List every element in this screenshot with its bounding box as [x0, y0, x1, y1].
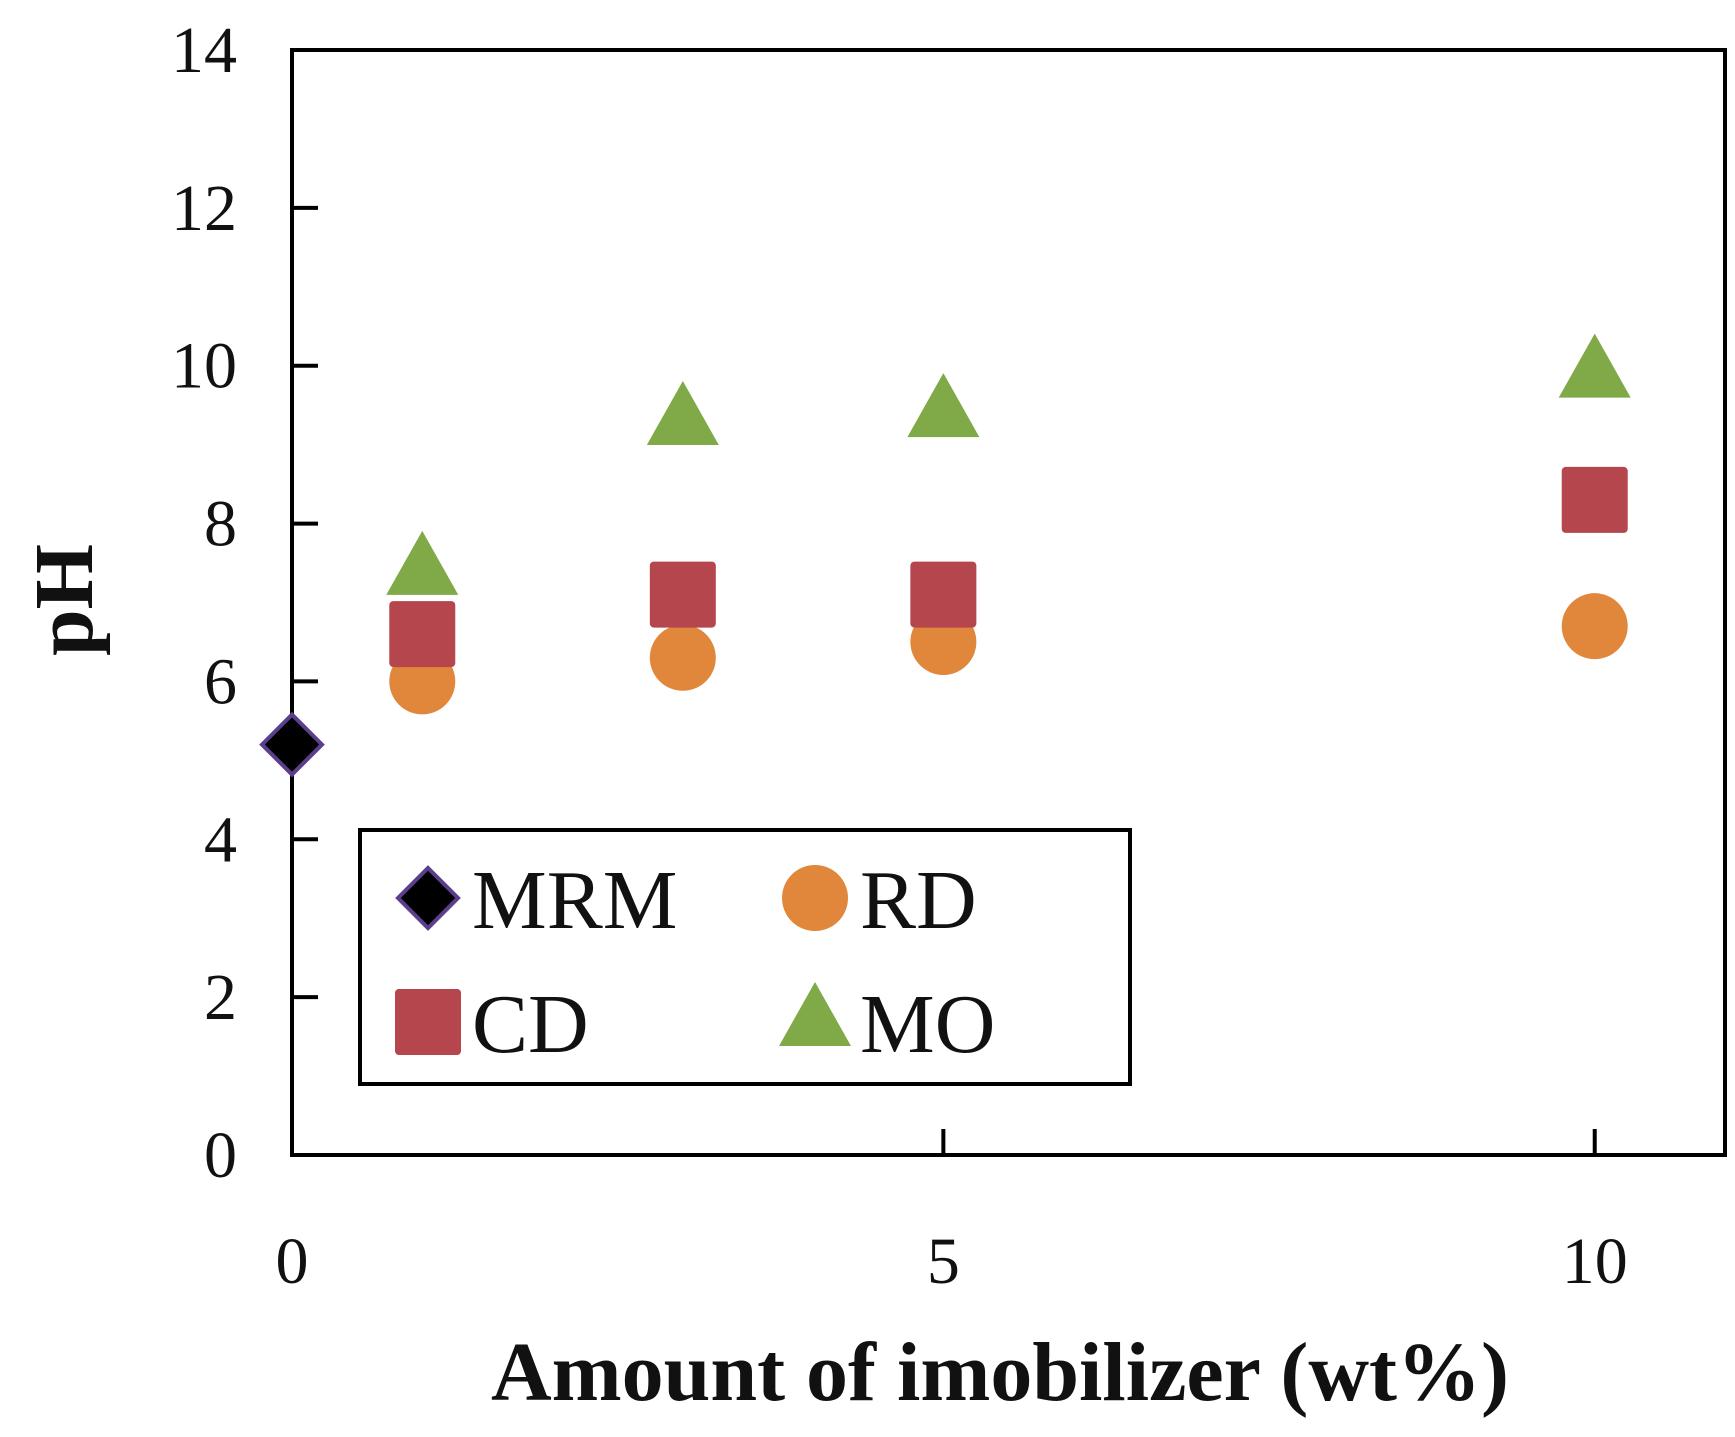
legend-marker-mo: [779, 982, 851, 1046]
legend-label-rd: RD: [860, 854, 977, 947]
axis-ticks: [290, 48, 1597, 1157]
point-mrm: [259, 711, 325, 778]
y-tick-label: 6: [204, 645, 237, 718]
legend-marker-cd: [395, 989, 461, 1055]
point-cd: [910, 561, 977, 628]
point-mo: [1558, 333, 1631, 398]
y-tick-label: 8: [204, 488, 237, 561]
legend-marker-mrm: [395, 865, 461, 931]
point-rd: [649, 624, 716, 691]
y-tick-label: 4: [204, 803, 237, 876]
y-tick-label: 0: [204, 1119, 237, 1192]
point-mo: [646, 380, 719, 445]
x-axis-title: Amount of imobilizer (wt%): [491, 1326, 1509, 1419]
legend-label-mrm: MRM: [472, 854, 677, 947]
y-tick-label: 10: [171, 330, 237, 403]
y-tick-label: 12: [171, 172, 237, 245]
y-tick-label: 2: [204, 961, 237, 1034]
legend: MRM RD CD MO: [358, 828, 1132, 1086]
x-tick-label: 10: [1562, 1225, 1628, 1298]
legend-marker-rd: [782, 865, 848, 931]
point-cd: [649, 561, 716, 628]
point-rd: [1561, 593, 1628, 660]
x-tick-label: 5: [927, 1225, 960, 1298]
x-tick-label: 0: [276, 1225, 309, 1298]
plot-frame: [290, 48, 1727, 1157]
point-mo: [907, 373, 980, 438]
legend-box: [358, 828, 1132, 1086]
y-axis-title: pH: [18, 544, 111, 656]
legend-label-mo: MO: [860, 978, 995, 1071]
y-tick-label: 14: [171, 14, 237, 87]
point-cd: [389, 601, 456, 668]
legend-label-cd: CD: [472, 978, 589, 1071]
point-mo: [386, 530, 459, 595]
data-points: [259, 333, 1631, 778]
point-cd: [1561, 466, 1628, 533]
axis-tick-labels: 0 2 4 6 8 10 12 14 0 5 10: [171, 14, 1628, 1298]
